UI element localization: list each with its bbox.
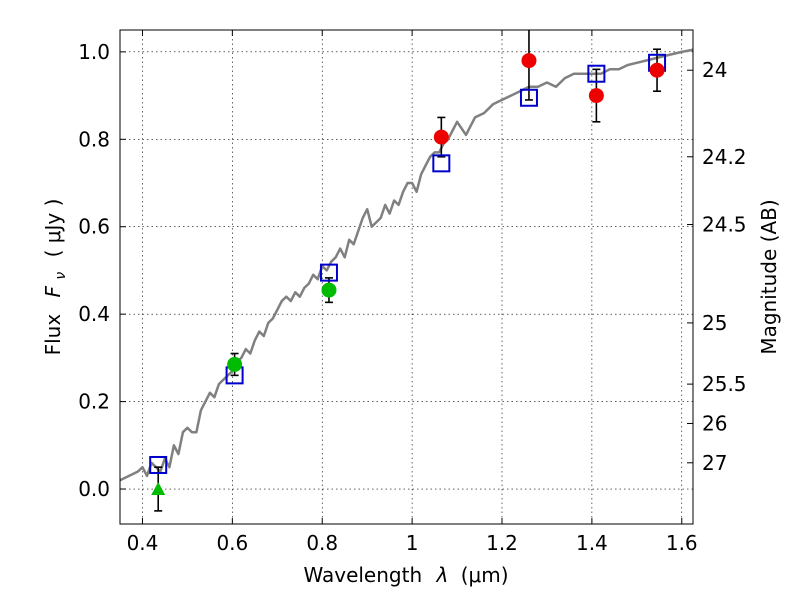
- observed-flux-point: [321, 282, 337, 298]
- mag-tick-label: 25: [702, 311, 727, 335]
- x-tick-label: 0.8: [306, 531, 338, 555]
- data-layer: [120, 30, 693, 512]
- x-tick-label: 1.2: [486, 531, 518, 555]
- y-axis-label-subscript: ν: [53, 272, 69, 280]
- model-spectrum-line: [120, 48, 693, 482]
- mag-tick-label: 24.5: [702, 213, 747, 237]
- observed-flux-triangle: [151, 482, 166, 496]
- y-axis-label: Flux F ν ( μJy ): [41, 199, 70, 356]
- y-tick-label: 0.4: [78, 302, 110, 326]
- x-tick-label: 0.6: [216, 531, 248, 555]
- grid: [120, 30, 693, 524]
- mag-tick-label: 25.5: [702, 372, 747, 396]
- y-tick-label: 0.6: [78, 215, 110, 239]
- mag-tick-label: 27: [702, 451, 727, 475]
- x-axis-label-unit: (μm): [461, 563, 509, 587]
- observed-flux-point: [649, 62, 665, 78]
- x-axis-label-symbol: λ: [436, 563, 449, 587]
- y-tick-label: 0.0: [78, 477, 110, 501]
- x-axis-label-text: Wavelength: [303, 563, 422, 587]
- plot-area: [120, 30, 693, 524]
- model-flux-square: [319, 263, 338, 282]
- model-flux-square: [587, 64, 606, 83]
- y-tick-label: 1.0: [78, 40, 110, 64]
- x-tick-label: 1.4: [576, 531, 608, 555]
- x-tick-label: 1.6: [666, 531, 698, 555]
- mag-tick-label: 24.2: [702, 145, 747, 169]
- plot-frame: [119, 29, 694, 525]
- y-tick-label: 0.2: [78, 390, 110, 414]
- x-axis-label: Wavelength λ (μm): [303, 563, 508, 587]
- mag-tick-label: 26: [702, 411, 727, 435]
- y-axis-label-unit: ( μJy ): [41, 199, 65, 258]
- series-group: [120, 30, 693, 512]
- observed-flux-point: [588, 88, 604, 104]
- model-flux-square: [519, 88, 538, 107]
- observed-flux-point: [521, 53, 537, 69]
- x-tick-label: 0.4: [127, 531, 159, 555]
- observed-flux-point: [227, 356, 243, 372]
- model-flux-square: [432, 154, 451, 173]
- y-axis-label-text: Flux: [41, 314, 65, 356]
- y-tick-label: 0.8: [78, 127, 110, 151]
- x-tick-label: 1: [406, 531, 419, 555]
- ticks: 0.4 0.6 0.8 1 1.2 1.4 1.6 0.0 0.2 0.4 0.6 0.8 1.0 24 2…: [78, 30, 747, 555]
- observed-flux-point: [433, 129, 449, 145]
- model-flux-square: [149, 455, 168, 474]
- right-axis-label: Magnitude (AB): [757, 199, 781, 354]
- mag-tick-label: 24: [702, 58, 727, 82]
- y-axis-label-symbol: F: [41, 285, 65, 297]
